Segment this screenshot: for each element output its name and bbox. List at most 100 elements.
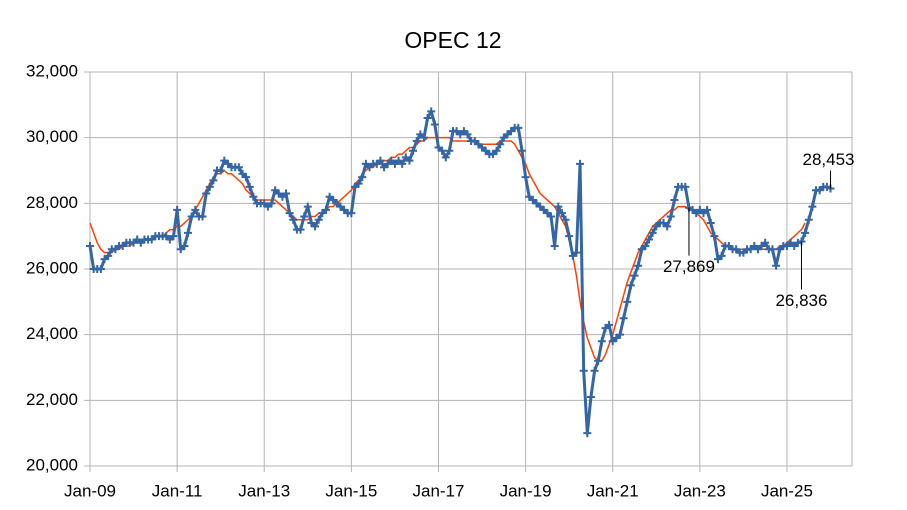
marker [594, 356, 603, 365]
marker [597, 337, 606, 346]
y-tick-label: 22,000 [26, 390, 78, 409]
x-tick-label: Jan-17 [412, 481, 464, 500]
marker [761, 238, 770, 247]
marker [234, 163, 243, 172]
marker [282, 189, 291, 198]
marker [583, 429, 592, 438]
marker [376, 156, 385, 165]
marker [358, 173, 367, 182]
marker [187, 212, 196, 221]
marker [354, 179, 363, 188]
marker [409, 146, 418, 155]
x-tick-label: Jan-19 [500, 481, 552, 500]
marker [267, 199, 276, 208]
marker [184, 228, 193, 237]
marker [427, 107, 436, 116]
marker [641, 242, 650, 251]
data-label: 28,453 [803, 150, 855, 169]
marker [205, 182, 214, 191]
marker [303, 202, 312, 211]
marker [681, 182, 690, 191]
marker [557, 209, 566, 218]
marker [412, 136, 421, 145]
x-tick-label: Jan-15 [325, 481, 377, 500]
marker [492, 146, 501, 155]
marker [398, 159, 407, 168]
y-tick-label: 26,000 [26, 258, 78, 277]
marker [496, 140, 505, 149]
marker [703, 205, 712, 214]
marker [300, 212, 309, 221]
marker [285, 209, 294, 218]
marker [445, 146, 454, 155]
marker [586, 393, 595, 402]
marker [615, 330, 624, 339]
marker [245, 182, 254, 191]
marker [521, 173, 530, 182]
x-tick-label: Jan-09 [64, 481, 116, 500]
marker [579, 366, 588, 375]
marker [191, 205, 200, 214]
marker [554, 202, 563, 211]
marker [514, 123, 523, 132]
marker [630, 271, 639, 280]
marker [209, 176, 218, 185]
marker [808, 202, 817, 211]
marker [645, 235, 654, 244]
x-tick-label: Jan-21 [587, 481, 639, 500]
marker [438, 146, 447, 155]
marker [626, 281, 635, 290]
marker [321, 205, 330, 214]
marker [86, 242, 94, 251]
marker [572, 248, 581, 257]
marker [405, 156, 414, 165]
y-tick-label: 32,000 [26, 61, 78, 80]
marker [289, 215, 298, 224]
marker [666, 212, 675, 221]
marker [517, 146, 526, 155]
marker [550, 242, 559, 251]
marker [198, 212, 207, 221]
chart-title: OPEC 12 [404, 27, 501, 53]
series-line [88, 109, 832, 435]
x-tick-label: Jan-11 [152, 481, 203, 500]
marker [590, 366, 599, 375]
marker [463, 130, 472, 139]
marker [423, 113, 432, 122]
marker [173, 205, 182, 214]
marker [768, 245, 777, 254]
marker [634, 261, 643, 270]
marker [772, 261, 781, 270]
data-label: 27,869 [663, 257, 715, 276]
marker [347, 209, 356, 218]
marker [311, 222, 320, 231]
marker [670, 196, 679, 205]
marker [619, 314, 628, 323]
series-line [89, 136, 806, 362]
marker [547, 212, 556, 221]
data-label: 26,836 [775, 291, 827, 310]
marker [605, 320, 614, 329]
marker [623, 297, 632, 306]
marker [804, 215, 813, 224]
y-tick-label: 20,000 [26, 455, 78, 474]
marker [249, 192, 258, 201]
marker [441, 153, 450, 162]
marker [419, 133, 428, 142]
marker [663, 222, 672, 231]
marker [430, 120, 439, 129]
y-tick-label: 28,000 [26, 193, 78, 212]
marker [216, 166, 225, 175]
marker [96, 265, 105, 273]
x-tick-label: Jan-25 [761, 481, 813, 500]
x-tick-label: Jan-23 [674, 481, 726, 500]
marker [648, 228, 657, 237]
marker [717, 251, 726, 260]
marker [180, 242, 189, 251]
marker [202, 189, 211, 198]
marker [801, 228, 810, 237]
marker [296, 225, 305, 234]
x-tick-label: Jan-13 [238, 481, 290, 500]
